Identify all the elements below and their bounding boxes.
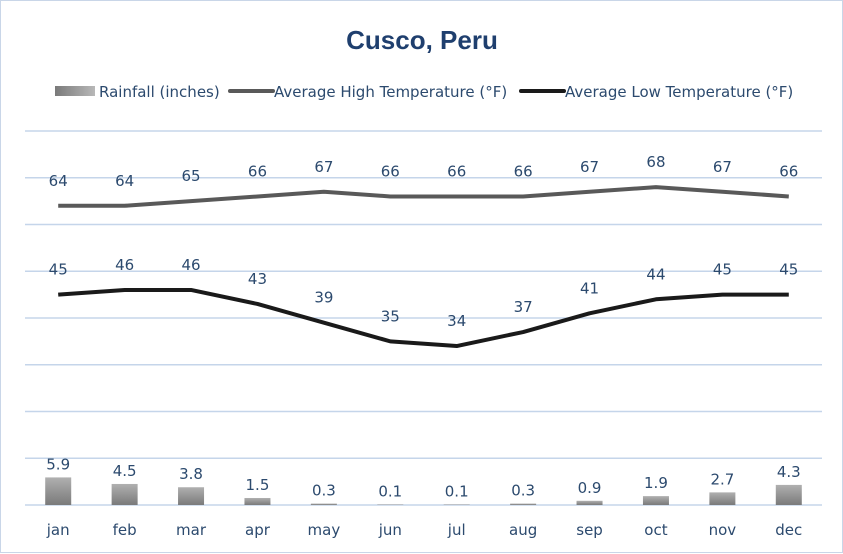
bar-apr <box>244 498 270 505</box>
data-label-low: 37 <box>514 298 533 316</box>
data-label-low: 43 <box>248 270 267 288</box>
data-label-rainfall: 4.5 <box>113 462 137 480</box>
data-label-high: 65 <box>181 167 200 185</box>
data-label-rainfall: 1.5 <box>246 476 270 494</box>
line-high <box>58 187 789 206</box>
data-label-rainfall: 0.9 <box>578 479 602 497</box>
data-label-high: 66 <box>381 162 400 180</box>
x-tick-label: jan <box>46 521 70 539</box>
chart-title: Cusco, Peru <box>346 25 498 55</box>
bar-sep <box>577 501 603 505</box>
x-tick-label: sep <box>576 521 603 539</box>
bar-oct <box>643 496 669 505</box>
data-label-high: 66 <box>514 162 533 180</box>
data-label-high: 66 <box>447 162 466 180</box>
data-label-low: 35 <box>381 307 400 325</box>
data-label-low: 34 <box>447 312 466 330</box>
data-label-rainfall: 2.7 <box>710 470 734 488</box>
legend-label-low: Average Low Temperature (°F) <box>565 83 793 101</box>
legend-label-high: Average High Temperature (°F) <box>274 83 507 101</box>
data-label-high: 67 <box>314 158 333 176</box>
data-label-high: 66 <box>248 162 267 180</box>
x-tick-label: jul <box>447 521 466 539</box>
x-tick-label: jun <box>378 521 402 539</box>
x-axis: jan feb mar apr may jun jul aug sep oct nov dec <box>46 521 803 539</box>
x-tick-label: feb <box>113 521 137 539</box>
data-label-low: 45 <box>713 261 732 279</box>
data-label-rainfall: 0.3 <box>511 482 535 500</box>
x-tick-label: apr <box>245 521 271 539</box>
data-label-rainfall: 5.9 <box>46 455 70 473</box>
data-label-low: 39 <box>314 289 333 307</box>
bars <box>45 477 802 505</box>
data-label-rainfall: 3.8 <box>179 465 203 483</box>
data-label-high: 66 <box>779 162 798 180</box>
data-label-rainfall: 0.1 <box>378 483 402 501</box>
x-tick-label: may <box>308 521 341 539</box>
data-label-low: 44 <box>646 265 665 283</box>
x-tick-label: mar <box>176 521 207 539</box>
data-label-high: 67 <box>713 158 732 176</box>
data-label-low: 45 <box>49 261 68 279</box>
data-label-low: 46 <box>115 256 134 274</box>
x-tick-label: nov <box>709 521 737 539</box>
data-label-low: 45 <box>779 261 798 279</box>
data-label-high: 67 <box>580 158 599 176</box>
bar-nov <box>709 492 735 505</box>
data-label-rainfall: 0.1 <box>445 483 469 501</box>
gridlines <box>25 131 822 505</box>
data-label-high: 68 <box>646 153 665 171</box>
x-tick-label: dec <box>775 521 802 539</box>
bar-feb <box>112 484 138 505</box>
data-label-low: 41 <box>580 279 599 297</box>
lines <box>58 187 789 346</box>
legend-swatch-rainfall <box>55 86 95 96</box>
data-label-high: 64 <box>115 172 134 190</box>
legend-label-rainfall: Rainfall (inches) <box>99 83 220 101</box>
data-label-low: 46 <box>181 256 200 274</box>
x-tick-label: oct <box>644 521 667 539</box>
bar-mar <box>178 487 204 505</box>
data-label-rainfall: 0.3 <box>312 482 336 500</box>
legend: Rainfall (inches) Average High Temperatur… <box>55 83 793 101</box>
data-label-rainfall: 1.9 <box>644 474 668 492</box>
bar-dec <box>776 485 802 505</box>
data-label-rainfall: 4.3 <box>777 463 801 481</box>
bar-aug <box>510 504 536 505</box>
bar-jan <box>45 477 71 505</box>
x-tick-label: aug <box>509 521 537 539</box>
data-label-high: 64 <box>49 172 68 190</box>
bar-may <box>311 504 337 505</box>
